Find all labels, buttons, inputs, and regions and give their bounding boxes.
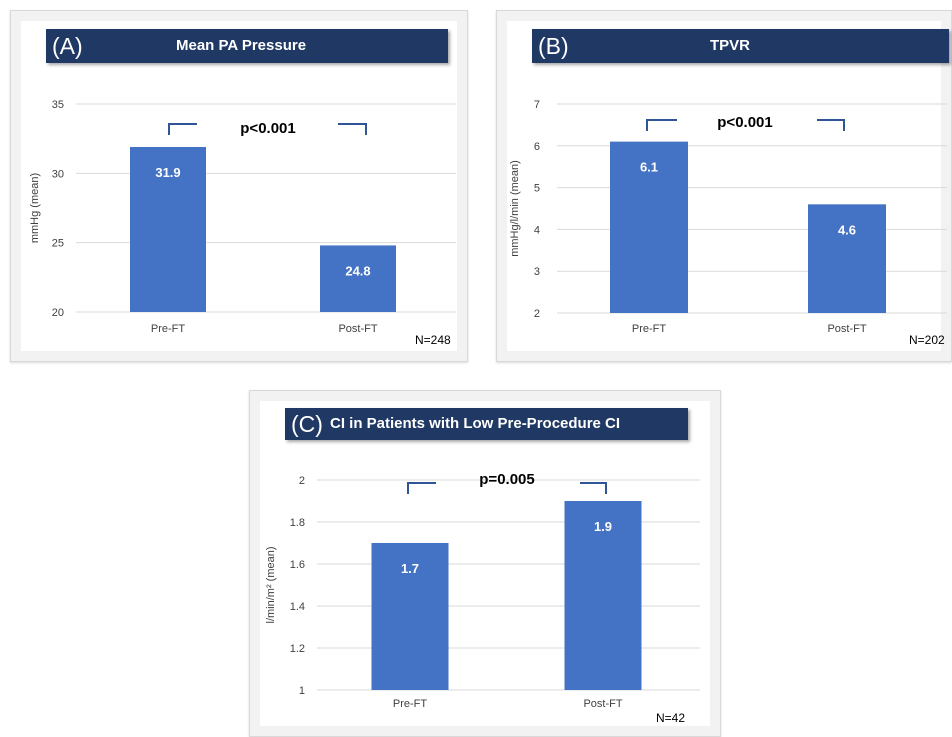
- n-label-c: N=42: [656, 711, 686, 725]
- category-label-b-1: Pre-FT: [632, 323, 667, 335]
- bar-value-label-c-2: 1.9: [594, 519, 612, 534]
- p-value-label-b: p<0.001: [717, 114, 772, 131]
- bar-value-label-b-2: 4.6: [838, 222, 856, 237]
- chart-svg-a: 20 25 30 35 mmHg (mean) 31.9 Pre-FT 24.8 Post-FT…: [29, 99, 456, 335]
- y-tick-label-a: 30: [52, 168, 64, 180]
- y-tick-label-c: 1.8: [290, 517, 305, 529]
- n-label-b: N=202: [909, 333, 945, 347]
- title-bar-c: (C) CI in Patients with Low Pre-Procedur…: [285, 408, 688, 440]
- panel-a: (A) Mean PA Pressure 20 25 30 35 mmHg (mean)…: [10, 10, 468, 362]
- y-tick-label-c: 1.2: [290, 643, 305, 655]
- title-bar-b: (B) TPVR: [532, 29, 949, 63]
- panel-b: (B) TPVR 2 3 4 5 6 7 mmHg/l/min (mean) 6.1 Pre-F…: [496, 10, 952, 362]
- bar-value-label-b-1: 6.1: [640, 160, 658, 175]
- y-tick-label-b: 3: [534, 266, 540, 278]
- y-tick-label-c: 1.6: [290, 559, 305, 571]
- p-value-label-a: p<0.001: [240, 120, 295, 137]
- category-label-c-2: Post-FT: [583, 698, 622, 710]
- y-tick-label-c: 1.4: [290, 601, 305, 613]
- category-label-a-2: Post-FT: [338, 323, 377, 335]
- panel-c: (C) CI in Patients with Low Pre-Procedur…: [249, 390, 721, 737]
- bracket-right-c: [580, 482, 607, 494]
- bracket-right-a: [338, 123, 367, 135]
- y-tick-label-a: 35: [52, 99, 64, 111]
- chart-svg-b: 2 3 4 5 6 7 mmHg/l/min (mean) 6.1 Pre-FT 4.6 Post-…: [509, 99, 947, 335]
- bar-a-2: [320, 245, 396, 312]
- bar-a-1: [130, 146, 206, 312]
- y-tick-label-b: 2: [534, 308, 540, 320]
- chart-title-c: CI in Patients with Low Pre-Procedure CI: [330, 415, 621, 432]
- y-tick-label-b: 5: [534, 183, 540, 195]
- y-tick-label-a: 20: [52, 307, 64, 319]
- category-label-b-2: Post-FT: [827, 323, 866, 335]
- p-value-label-c: p=0.005: [479, 471, 534, 488]
- y-axis-label-b: mmHg/l/min (mean): [509, 160, 521, 257]
- n-label-a: N=248: [415, 333, 451, 347]
- bracket-right-b: [817, 119, 845, 131]
- bar-value-label-a-2: 24.8: [345, 263, 370, 278]
- bracket-left-c: [407, 482, 436, 494]
- category-label-a-1: Pre-FT: [151, 323, 186, 335]
- title-bar-a: (A) Mean PA Pressure: [46, 29, 448, 63]
- bracket-left-b: [646, 119, 677, 131]
- y-tick-label-b: 6: [534, 141, 540, 153]
- category-label-c-1: Pre-FT: [393, 698, 428, 710]
- panel-letter-b: (B): [538, 33, 569, 59]
- y-axis-label-a: mmHg (mean): [29, 173, 41, 243]
- y-tick-label-b: 7: [534, 99, 540, 111]
- bar-b-1: [610, 141, 688, 313]
- bar-c-1: [371, 543, 449, 690]
- panel-letter-c: (C): [291, 411, 323, 437]
- bracket-left-a: [168, 123, 197, 135]
- chart-title-a: Mean PA Pressure: [176, 37, 307, 54]
- y-tick-label-a: 25: [52, 238, 64, 250]
- y-tick-label-c: 2: [299, 475, 305, 487]
- bar-value-label-a-1: 31.9: [155, 165, 180, 180]
- chart-svg-c: 1 1.2 1.4 1.6 1.8 2 l/min/m² (mean) 1.7 Pre-FT 1.…: [265, 471, 700, 710]
- y-tick-label-b: 4: [534, 224, 540, 236]
- y-axis-label-c: l/min/m² (mean): [265, 546, 277, 623]
- bar-b-2: [808, 204, 886, 313]
- panel-letter-a: (A): [52, 33, 83, 59]
- bar-c-2: [564, 501, 642, 690]
- y-tick-label-c: 1: [299, 685, 305, 697]
- bar-value-label-c-1: 1.7: [401, 561, 419, 576]
- chart-title-b: TPVR: [710, 37, 751, 54]
